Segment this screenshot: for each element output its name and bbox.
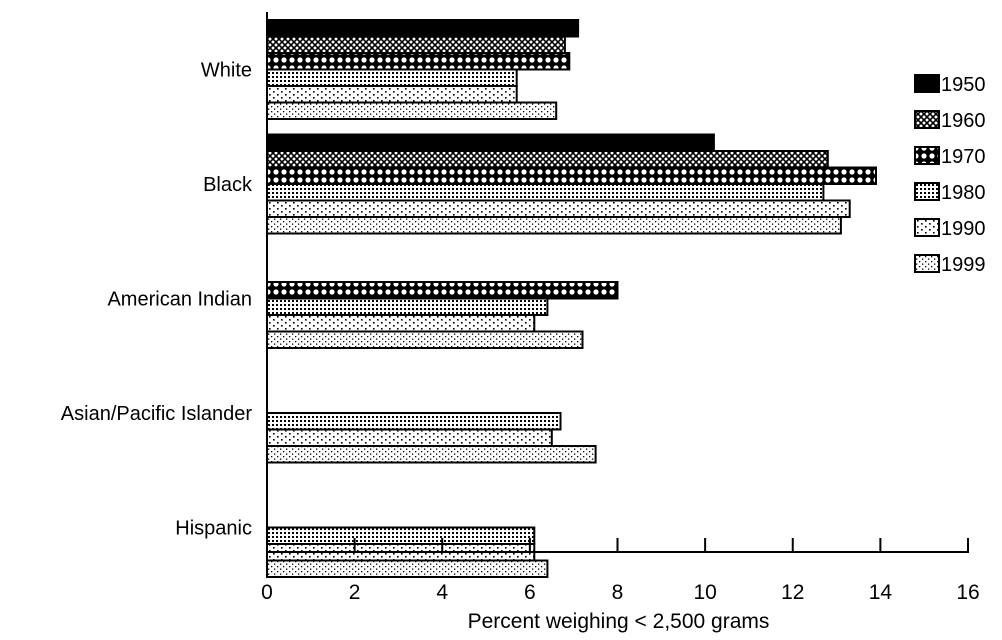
legend-label-1960: 1960: [941, 110, 986, 132]
legend: 1950 1960 1970 1980 1990 1999: [914, 74, 986, 276]
bars-layer: [266, 19, 877, 578]
legend-swatch-1960: [914, 110, 940, 129]
x-tick-label: 16: [956, 581, 979, 604]
bar-asian-pacific-islander-1990: [266, 428, 553, 447]
x-axis-title: Percent weighing < 2,500 grams: [468, 610, 770, 633]
legend-label-1990: 1990: [941, 218, 986, 240]
bar-white-1950: [266, 19, 580, 38]
x-tick-label: 12: [781, 581, 804, 604]
bar-american-indian-1970: [266, 281, 619, 300]
bar-white-1980: [266, 68, 518, 87]
bar-black-1950: [266, 133, 715, 152]
bar-white-1990: [266, 85, 518, 104]
category-label-black: Black: [203, 174, 253, 196]
bar-white-1970: [266, 52, 571, 71]
legend-swatch-1999: [914, 254, 940, 273]
bar-hispanic-1999: [266, 559, 549, 578]
bar-black-1999: [266, 216, 842, 235]
bar-black-1970: [266, 166, 877, 185]
bar-asian-pacific-islander-1980: [266, 412, 562, 431]
x-tick-label: 8: [612, 581, 624, 604]
x-tick-label: 14: [869, 581, 893, 604]
category-labels: White Black American Indian Asian/Pacific I…: [61, 60, 253, 540]
bar-asian-pacific-islander-1999: [266, 445, 597, 464]
bar-black-1980: [266, 183, 825, 202]
category-label-asian-pacific-islander: Asian/Pacific Islander: [61, 403, 253, 425]
x-tick-label: 4: [436, 581, 448, 604]
category-label-american-indian: American Indian: [107, 289, 252, 311]
bar-american-indian-1980: [266, 297, 549, 316]
category-label-hispanic: Hispanic: [175, 518, 252, 540]
legend-label-1980: 1980: [941, 182, 986, 204]
legend-label-1950: 1950: [941, 74, 986, 96]
legend-swatch-1970: [914, 146, 940, 165]
bar-black-1960: [266, 150, 829, 169]
bar-white-1999: [266, 101, 558, 120]
bar-black-1990: [266, 199, 851, 218]
x-axis-ticks: 0 2 4 6 8 10 12 14 16: [261, 538, 980, 604]
legend-label-1970: 1970: [941, 146, 986, 168]
bar-hispanic-1980: [266, 526, 536, 545]
x-tick-label: 2: [349, 581, 361, 604]
legend-label-1999: 1999: [941, 254, 986, 276]
bar-white-1960: [266, 35, 566, 54]
x-tick-label: 6: [524, 581, 536, 604]
legend-swatch-1990: [914, 218, 940, 237]
legend-swatch-1950: [914, 74, 940, 93]
category-label-white: White: [201, 60, 252, 82]
x-tick-label: 10: [693, 581, 716, 604]
bar-american-indian-1999: [266, 330, 584, 349]
bar-american-indian-1990: [266, 314, 536, 333]
legend-swatch-1980: [914, 182, 940, 201]
x-tick-label: 0: [261, 581, 273, 604]
